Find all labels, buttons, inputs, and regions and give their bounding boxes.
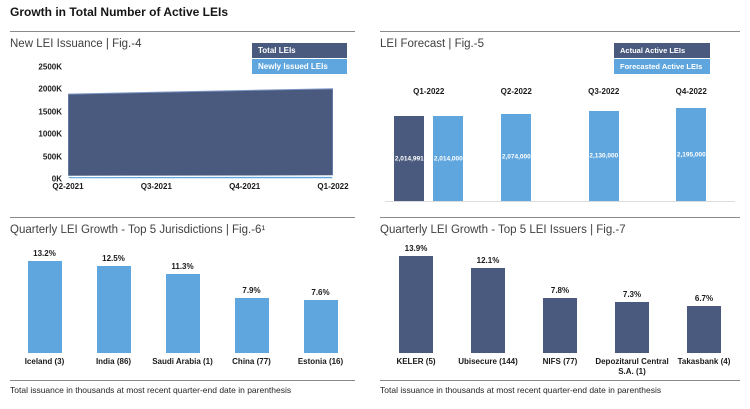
category-label: Saudi Arabia (1): [152, 357, 213, 366]
category-label: NIFS (77): [542, 357, 578, 366]
bar-value-label: 13.2%: [33, 248, 56, 258]
category-axis-fig7: KELER (5) Ubisecure (144) NIFS (77) Depozit…: [380, 357, 740, 379]
panel-new-lei-issuance: New LEI Issuance | Fig.-4 Total LEIs New…: [10, 31, 355, 218]
bar-forecasted-active-leis: 2,130,000: [588, 111, 619, 201]
bar: [27, 260, 62, 353]
bar: [303, 299, 338, 353]
category-label: Q2-2022: [500, 87, 532, 96]
bar-value-label: 13.9%: [404, 243, 428, 253]
baseline-fig5: [385, 201, 735, 202]
bar-value-label: 7.6%: [311, 287, 330, 297]
bar-value-label: 7.8%: [550, 286, 570, 296]
bar-value-label: 2,195,000: [676, 151, 706, 159]
bar-value-label: 2,130,000: [589, 152, 619, 160]
y-tick-label: 500K: [42, 152, 62, 162]
category-label: Q1-2022: [413, 87, 445, 96]
chart-title-fig6: Quarterly LEI Growth - Top 5 Jurisdictio…: [10, 224, 266, 236]
bar-value-label: 12.1%: [476, 256, 500, 266]
page-title: Growth in Total Number of Active LEIs: [10, 5, 229, 19]
bar: [399, 255, 433, 353]
bar-chart-fig6: 13.2% 12.5% 11.3% 7.9% 7.6%: [10, 248, 355, 353]
category-axis-fig5: Q1-2022 Q2-2022 Q3-2022 Q4-2022: [385, 87, 735, 99]
bar-value-label: 11.3%: [171, 261, 194, 271]
divider-fig7: [380, 380, 740, 381]
area-series-total-leis: [67, 88, 334, 180]
y-tick-label: 1500K: [38, 107, 62, 117]
category-axis-fig6: Iceland (3) India (86) Saudi Arabia (1) Chi…: [10, 357, 355, 379]
area-chart-fig4: [67, 67, 334, 180]
bar: [234, 297, 269, 353]
area-series-newly-issued-leis: [67, 175, 334, 180]
category-label: Q3-2022: [588, 87, 620, 96]
chart-title-fig5: LEI Forecast | Fig.-5: [380, 38, 484, 50]
y-tick-label: 0K: [51, 174, 62, 184]
bar: [687, 306, 721, 353]
x-category-label: Q2-2021: [52, 182, 84, 191]
x-axis-fig4: Q2-2021 Q3-2021 Q4-2021 Q1-2022: [52, 182, 348, 194]
panel-top5-jurisdictions: Quarterly LEI Growth - Top 5 Jurisdictio…: [10, 217, 355, 409]
bar: [165, 273, 200, 353]
x-category-label: Q3-2021: [140, 182, 172, 191]
legend-fig5: Actual Active LEIs Forecasted Active LEI…: [614, 43, 710, 74]
bar-value-label: 2,074,000: [501, 153, 531, 161]
bar-value-label: 7.3%: [622, 289, 642, 299]
category-label: Estonia (16): [297, 357, 344, 366]
bar-value-label: 2,014,000: [433, 155, 463, 163]
y-tick-label: 2000K: [38, 84, 62, 94]
bar-forecasted-active-leis: 2,014,000: [433, 116, 464, 201]
legend-item-forecasted-active-leis: Forecasted Active LEIs: [614, 59, 710, 74]
category-label: Takasbank (4): [677, 357, 731, 366]
chart-title-fig4: New LEI Issuance | Fig.-4: [10, 38, 142, 50]
bar: [615, 301, 649, 353]
x-category-label: Q4-2021: [229, 182, 261, 191]
legend-item-total-leis: Total LEIs: [252, 43, 347, 58]
bar-value-label: 2,014,991: [394, 155, 424, 162]
category-label: Q4-2022: [675, 87, 707, 96]
bar: [543, 298, 577, 353]
bar: [96, 265, 131, 353]
bar-value-label: 12.5%: [102, 253, 125, 263]
y-tick-label: 1000K: [38, 129, 62, 139]
bar: [471, 268, 505, 353]
bar-forecasted-active-leis: 2,074,000: [501, 113, 532, 201]
y-tick-label: 2500K: [38, 62, 62, 72]
divider-fig6: [10, 380, 355, 381]
category-label: KELER (5): [396, 357, 436, 366]
bar-chart-fig5: 2,014,991 2,014,000 2,074,000 2,130,000 2,19…: [385, 104, 735, 202]
category-label: Ubisecure (144): [458, 357, 518, 366]
y-axis-fig4: 2500K 2000K 1500K 1000K 500K 0K: [18, 63, 62, 184]
bar-actual-active-leis: 2,014,991: [394, 116, 425, 201]
footnote-fig6: Total issuance in thousands at most rece…: [10, 385, 292, 395]
category-label: China (77): [232, 357, 271, 366]
bar-value-label: 7.9%: [242, 285, 261, 295]
category-label: Depozitarul Central S.A. (1): [595, 357, 669, 376]
bar-chart-fig7: 13.9% 12.1% 7.8% 7.3% 6.7%: [380, 244, 740, 353]
category-label: India (86): [95, 357, 132, 366]
legend-fig4: Total LEIs Newly Issued LEIs: [252, 43, 347, 74]
chart-title-fig7: Quarterly LEI Growth - Top 5 LEI Issuers…: [380, 224, 626, 236]
bar-forecasted-active-leis: 2,195,000: [676, 108, 707, 201]
footnote-fig7: Total issuance in thousands at most rece…: [380, 385, 662, 395]
bar-value-label: 6.7%: [694, 294, 714, 304]
area-chart-svg: [67, 88, 334, 180]
x-category-label: Q1-2022: [317, 182, 349, 191]
legend-item-actual-active-leis: Actual Active LEIs: [614, 43, 710, 58]
legend-item-newly-issued-leis: Newly Issued LEIs: [252, 59, 347, 74]
category-label: Iceland (3): [24, 357, 65, 366]
panel-lei-forecast: LEI Forecast | Fig.-5 Actual Active LEIs…: [380, 31, 740, 218]
panel-top5-lei-issuers: Quarterly LEI Growth - Top 5 LEI Issuers…: [380, 217, 740, 409]
